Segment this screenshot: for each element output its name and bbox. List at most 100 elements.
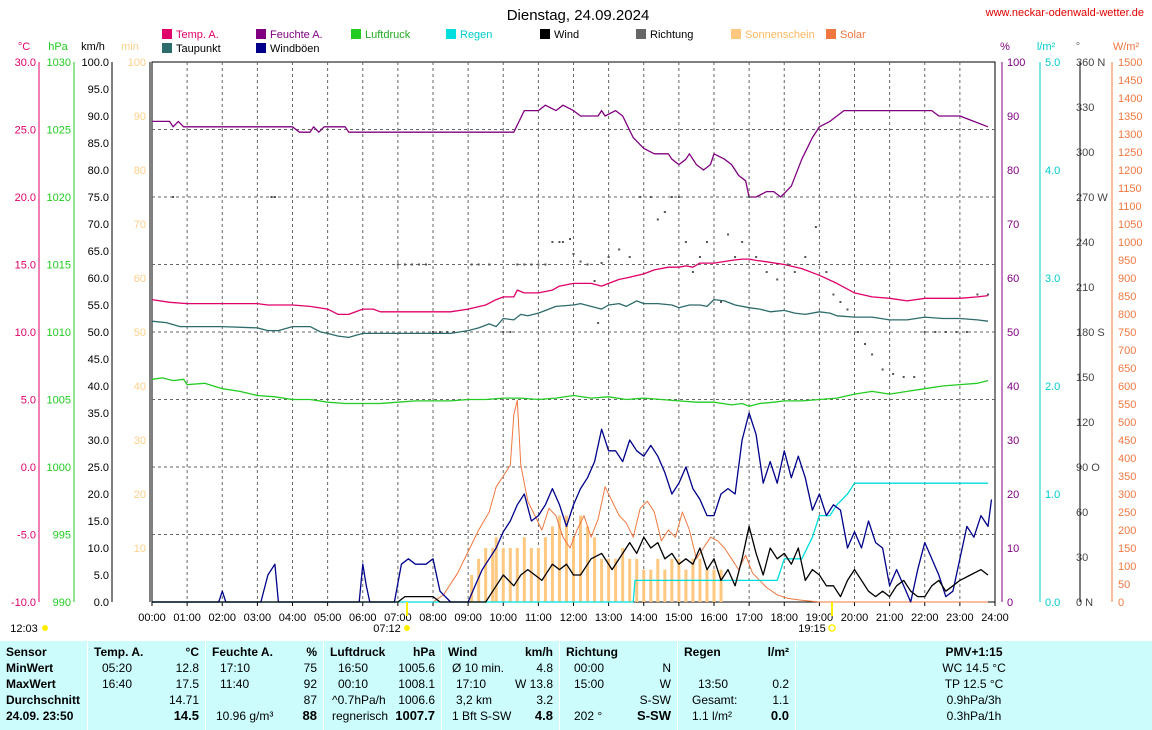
press-current: 1007.7 [395,708,435,723]
direction-point [934,331,937,333]
pmv-r4: 0.3hPa/1h [946,709,1002,723]
tick-solar: 1450 [1118,75,1142,87]
tick-solar: 100 [1118,561,1136,573]
tick-direction: 330 [1076,102,1094,114]
x-tick-label: 10:00 [489,612,517,624]
series-regen [152,482,988,603]
tick-wind: 30.0 [88,435,109,447]
direction-point [705,241,708,243]
direction-point [663,211,666,213]
direction-point [892,373,895,375]
direction-point [628,256,631,258]
wind-r2: W 13.8 [514,677,553,691]
x-tick-label: 21:00 [876,612,904,624]
series-temp-a- [151,258,989,316]
direction-point [832,293,835,296]
x-tick-label: 19:00 [806,612,834,624]
legend-label: Wind [554,29,579,41]
rain-r2-label: 13:50 [698,677,729,691]
dir-r4-label: 202 ° [574,709,603,723]
legend-swatch [540,29,550,39]
dir-r2: W [659,677,671,691]
tick-solar: 1050 [1118,219,1142,231]
tick-solar: 1350 [1118,111,1142,123]
series-windb-en [152,412,993,603]
sunrise-time: 07:12 [373,623,401,635]
direction-point [846,308,849,311]
tick-humidity: 80 [1007,165,1019,177]
direction-point [470,263,473,266]
legend-label: Richtung [650,29,693,41]
direction-point [530,263,533,266]
tick-direction: 90 O [1076,462,1100,474]
wind-r4-label: 1 Bft S-SW [452,709,512,723]
tick-wind: 85.0 [88,138,109,150]
x-tick-label: 08:00 [419,612,447,624]
direction-point [502,331,505,333]
sunshine-bar [494,537,498,602]
sunshine-bar [491,548,495,602]
tick-wind: 15.0 [88,516,109,528]
direction-point [825,271,828,273]
x-tick-label: 07:00 [384,612,412,624]
tick-pressure: 1015 [47,260,71,272]
tick-wind: 55.0 [88,300,109,312]
row-labels-column: Sensor MinWert MaxWert Durchschnitt 24.0… [0,641,87,730]
legend-swatch [446,29,456,39]
tick-humidity: 100 [1007,57,1025,69]
tick-humidity: 40 [1007,381,1019,393]
hum-min-time: 17:10 [220,661,251,675]
tick-pressure: 1005 [47,395,71,407]
direction-point [814,226,817,228]
direction-point [670,196,673,198]
wind-r1: 4.8 [536,661,553,675]
tick-solar: 150 [1118,543,1136,555]
direction-point [720,301,723,303]
tick-solar: 1000 [1118,237,1142,249]
wind-r3-label: 3,2 km [456,693,493,707]
rain-head: Regen [684,645,721,659]
direction-point [923,331,926,333]
press-min-value: 1005.6 [398,661,435,675]
tick-wind: 90.0 [88,111,109,123]
direction-point [607,256,610,258]
tick-solar: 650 [1118,363,1136,375]
series-solar [152,399,988,603]
tick-solar: 50 [1118,579,1130,591]
tick-solar: 200 [1118,525,1136,537]
direction-point [432,331,434,333]
wind-r1-label: Ø 10 min. [452,661,505,675]
direction-point [593,280,596,282]
hum-avg: 87 [303,693,317,707]
x-tick-label: 16:00 [700,612,728,624]
rain-r4-label: 1.1 l/m² [692,709,733,723]
tick-solar: 1300 [1118,129,1142,141]
tick-direction: 120 [1076,417,1094,429]
direction-point [172,196,175,198]
sunshine-bar [515,548,519,602]
wind-r3: 3.2 [536,693,553,707]
hum-abs: 10.96 g/m³ [216,709,274,723]
legend-swatch [826,29,836,39]
unit-label-pressure: hPa [48,41,68,53]
tick-solar: 250 [1118,507,1136,519]
legend-label: Sonnenschein [745,29,815,41]
direction-point [639,196,642,198]
temp-column: Temp. A. °C 05:20 12.8 16:40 17.5 14.71 14.… [87,641,205,730]
rain-unit: l/m² [767,645,789,659]
sunshine-bar [484,548,488,602]
tick-wind: 65.0 [88,246,109,258]
tick-wind: 75.0 [88,192,109,204]
dir-head: Richtung [566,645,618,659]
direction-point [403,263,406,266]
sunshine-bar [536,548,540,602]
hum-head: Feuchte A. [212,645,273,659]
sunshine-bar [642,569,646,602]
legend-label: Luftdruck [365,29,411,41]
sunshine-bar [572,537,575,602]
x-tick-label: 18:00 [770,612,798,624]
x-tick-label: 01:00 [173,612,201,624]
direction-point [857,331,860,333]
sunshine-bar [663,569,667,602]
x-tick-label: 17:00 [735,612,763,624]
